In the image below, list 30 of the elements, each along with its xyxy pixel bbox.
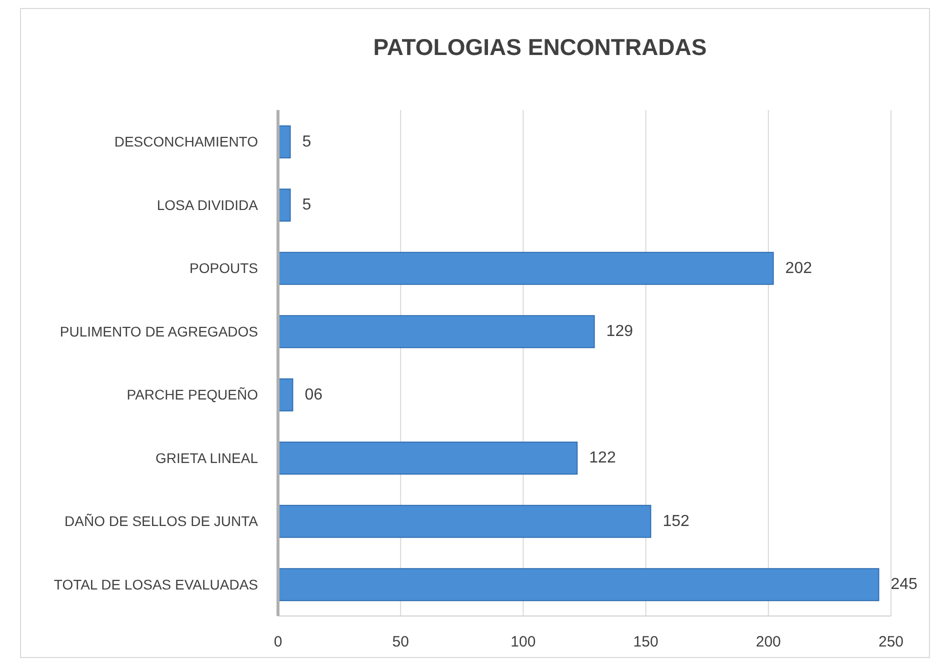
- bar: [278, 504, 652, 538]
- x-tick-label: 150: [633, 634, 658, 651]
- y-tick-label: LOSA DIVIDIDA: [156, 196, 259, 213]
- bar: [278, 252, 774, 285]
- y-tick-label: GRIETA LINEAL: [156, 450, 258, 466]
- data-label: 5: [302, 196, 312, 214]
- bar: [278, 442, 578, 475]
- bar: [278, 568, 880, 602]
- x-tick-label: 100: [510, 634, 536, 651]
- x-tick-label: 50: [392, 634, 409, 651]
- y-tick-label: DESCONCHAMIENTO: [114, 134, 258, 150]
- data-label: 129: [606, 323, 634, 340]
- data-label: 152: [662, 512, 690, 530]
- chart-title: PATOLOGIAS ENCONTRADAS: [372, 34, 708, 61]
- bar: [278, 125, 291, 158]
- bar: [278, 188, 291, 222]
- data-label: 202: [785, 260, 812, 277]
- y-tick-label: TOTAL DE LOSAS EVALUADAS: [54, 576, 258, 592]
- bar: [278, 315, 595, 348]
- y-tick-label: PULIMENTO DE AGREGADOS: [60, 323, 258, 340]
- y-tick-label: POPOUTS: [190, 260, 258, 276]
- data-label: 122: [589, 450, 616, 467]
- x-tick-label: 0: [274, 634, 282, 651]
- x-tick-label: 200: [756, 634, 781, 651]
- y-tick-label: DAÑO DE SELLOS DE JUNTA: [64, 513, 259, 530]
- x-tick-label: 250: [878, 634, 904, 651]
- y-tick-label: PARCHE PEQUEÑO: [126, 386, 258, 403]
- data-label: 06: [304, 386, 323, 404]
- data-label: 245: [890, 576, 918, 594]
- data-label: 5: [302, 133, 312, 150]
